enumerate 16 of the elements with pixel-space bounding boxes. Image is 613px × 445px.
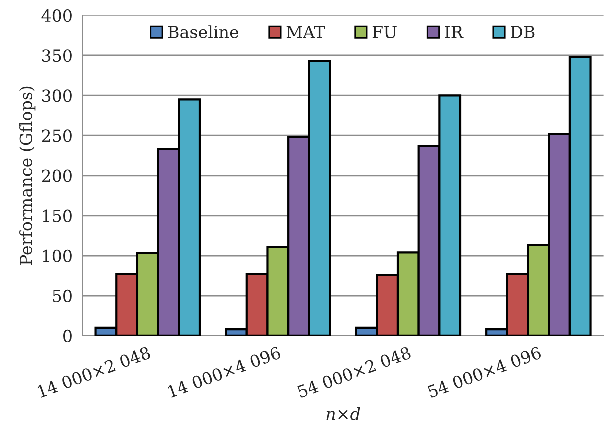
legend-label: Baseline — [168, 26, 239, 38]
y-tick-label: 50 — [53, 290, 72, 302]
legend-label: DB — [511, 26, 535, 38]
y-tick-label: 150 — [43, 210, 72, 222]
legend-label: MAT — [286, 26, 326, 38]
y-tick-label: 0 — [64, 330, 72, 343]
y-axis-title: Performance (Gflops) — [20, 86, 36, 266]
y-tick-label: 400 — [42, 10, 72, 22]
y-tick-label: 300 — [42, 90, 72, 102]
y-tick-label: 100 — [43, 250, 72, 262]
legend-label: FU — [372, 26, 397, 38]
y-tick-label: 200 — [42, 170, 72, 182]
y-tick-label: 250 — [42, 130, 72, 142]
y-tick-label: 350 — [42, 50, 72, 62]
x-axis-title: n×d — [326, 407, 360, 420]
legend-label: IR — [445, 26, 464, 38]
